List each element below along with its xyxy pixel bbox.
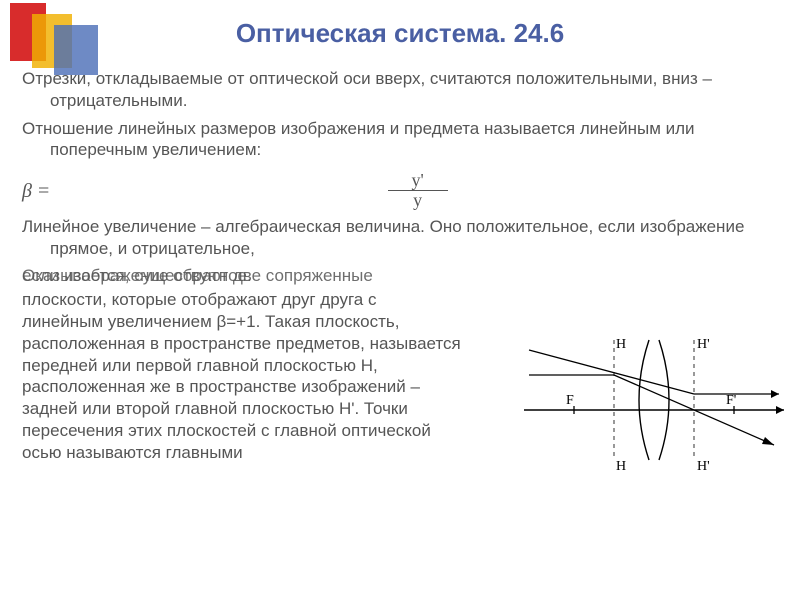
formula-denominator: y bbox=[388, 191, 448, 210]
equals-sign: = bbox=[38, 180, 49, 203]
paragraph-4: плоскости, которые отображают друг друга… bbox=[22, 289, 462, 463]
principal-planes-diagram: H H' H H' F F' bbox=[524, 320, 784, 470]
slide-title: Оптическая система. 24.6 bbox=[0, 18, 800, 49]
beta-symbol: β bbox=[22, 180, 32, 203]
label-Hprime-bot: H' bbox=[697, 459, 710, 470]
formula-numerator: y' bbox=[388, 171, 448, 191]
magnification-formula: β = y' y bbox=[22, 167, 780, 216]
paragraph-3: Линейное увеличение – алгебраическая вел… bbox=[22, 216, 780, 260]
label-H-top: H bbox=[616, 337, 626, 352]
overlap-line-b: Оказывается, существуют две сопряженные bbox=[22, 265, 373, 287]
label-F: F bbox=[566, 393, 574, 408]
label-Fprime: F' bbox=[726, 393, 736, 408]
label-Hprime-top: H' bbox=[697, 337, 710, 352]
paragraph-1: Отрезки, откладываемые от оптической оси… bbox=[22, 68, 780, 112]
label-H-bot: H bbox=[616, 459, 626, 470]
paragraph-2: Отношение линейных размеров изображения … bbox=[22, 118, 780, 162]
